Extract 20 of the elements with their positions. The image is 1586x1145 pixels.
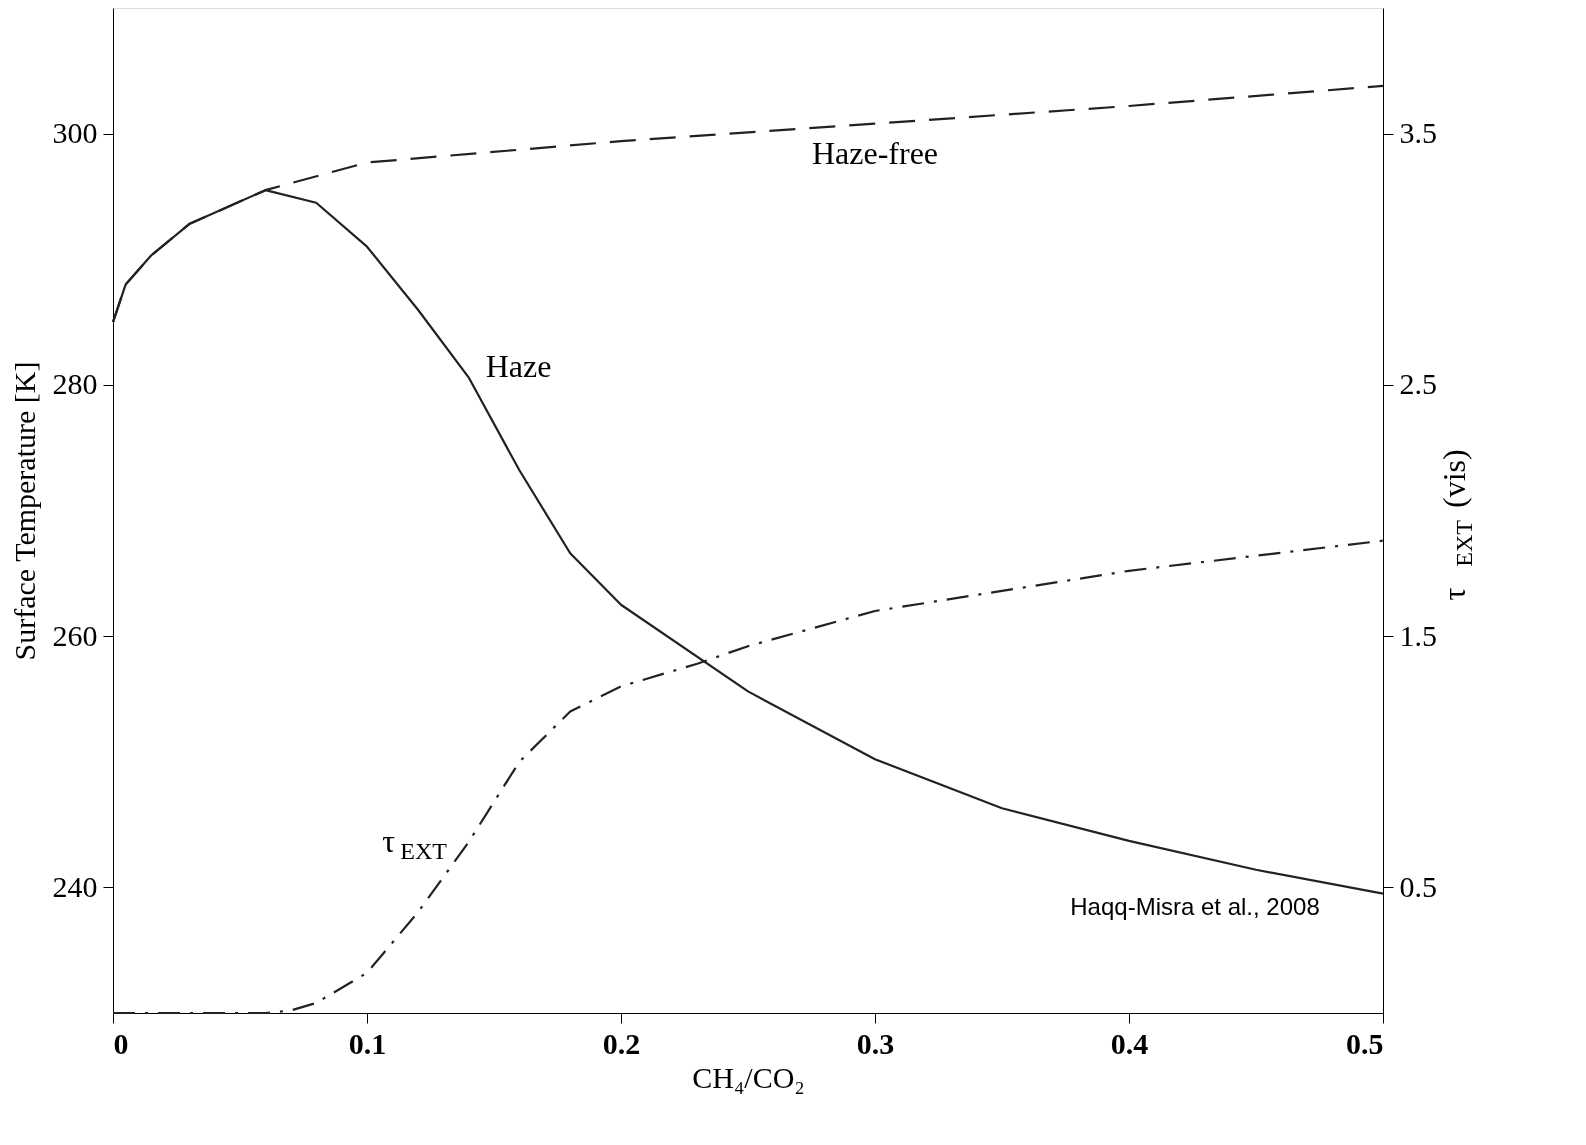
y2-tick-label: 1.5	[1399, 618, 1437, 652]
y2-tick-label: 2.5	[1399, 367, 1437, 401]
series-label: Haze	[485, 348, 552, 385]
y-tick-label: 260	[52, 618, 98, 652]
x-tick-label: 0.3	[856, 1026, 895, 1060]
x-axis-title: CH₄/CO₂	[692, 1060, 805, 1094]
y2-tick-label: 3.5	[1399, 116, 1437, 150]
y2-axis-title: τEXT (vis)	[1436, 449, 1477, 601]
series-label: Haze-free	[811, 134, 939, 171]
x-tick-label: 0.2	[602, 1026, 641, 1060]
x-tick-label: 0	[113, 1026, 129, 1060]
annotation: Haqq-Misra et al., 2008	[1070, 893, 1320, 920]
x-tick-label: 0.4	[1110, 1026, 1149, 1060]
x-tick-label: 0.5	[1346, 1026, 1384, 1060]
y-tick-label: 300	[52, 116, 98, 150]
y-tick-label: 280	[52, 367, 98, 401]
x-tick-label: 0.1	[348, 1026, 387, 1060]
y2-tick-label: 0.5	[1399, 869, 1437, 903]
y-tick-label: 240	[52, 869, 98, 903]
y-axis-title: Surface Temperature [K]	[7, 361, 41, 661]
